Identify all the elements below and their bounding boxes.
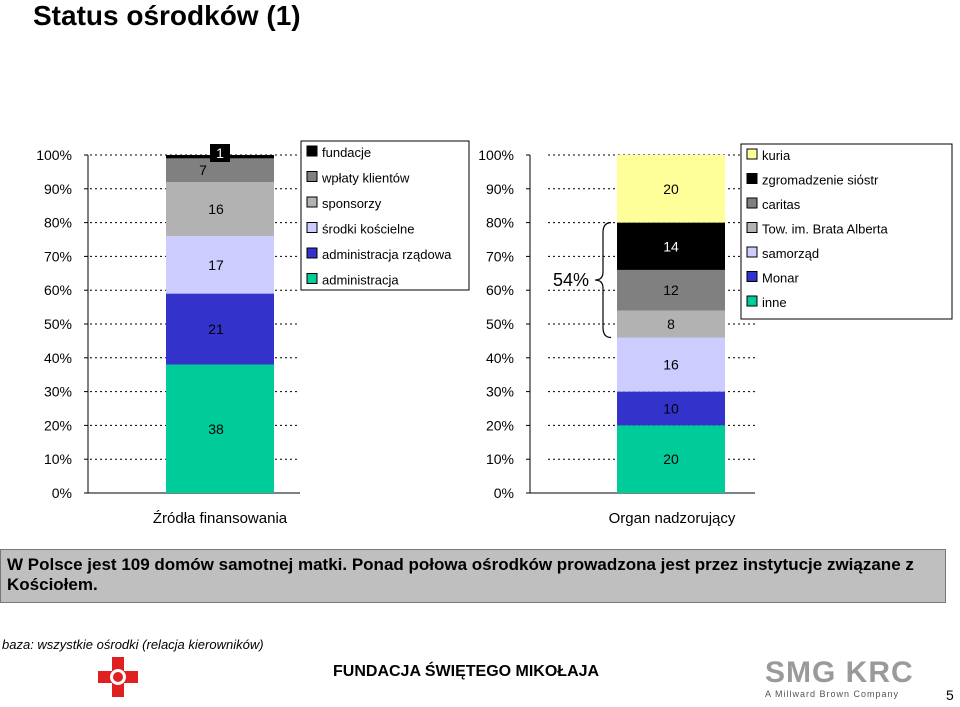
- y-tick-label: 50%: [44, 316, 72, 332]
- data-label: 20: [663, 451, 679, 467]
- y-tick-label: 20%: [486, 417, 514, 433]
- x-axis-label: Źródła finansowania: [153, 510, 288, 527]
- summary-banner: W Polsce jest 109 domów samotnej matki. …: [0, 549, 946, 603]
- legend-entry: samorząd: [762, 246, 819, 261]
- bar-segment: [166, 158, 274, 183]
- bar-segment: [617, 269, 725, 311]
- data-label: 16: [208, 201, 224, 217]
- data-label: 10: [663, 401, 679, 417]
- legend-entry: administracja: [322, 273, 399, 288]
- data-label: 21: [208, 321, 224, 337]
- y-tick-label: 70%: [486, 248, 514, 264]
- chart-2: 0% 10% 20% 30% 40% 50% 60% 70% 80% 90% 100% 20 10 16 8…: [478, 143, 953, 527]
- data-label: 20: [663, 181, 679, 197]
- y-tick-label: 10%: [486, 451, 514, 467]
- legend-swatch: [306, 273, 318, 284]
- y-tick-label: 100%: [478, 147, 514, 163]
- data-label-box: [661, 237, 681, 256]
- legend-swatch: [746, 148, 758, 160]
- legend-swatch: [306, 196, 318, 208]
- data-label: 1: [216, 145, 224, 161]
- bar-segment: [166, 364, 274, 493]
- footer-organization: FUNDACJA ŚWIĘTEGO MIKOŁAJA: [333, 663, 600, 680]
- legend-swatch: [306, 145, 318, 157]
- chart-1: 0% 10% 20% 30% 40% 50% 60% 70% 80% 90% 100% 38 21 17 1…: [36, 140, 470, 527]
- legend-entry: kuria: [762, 148, 791, 163]
- data-label: 38: [208, 421, 224, 437]
- legend-swatch: [746, 222, 758, 233]
- bar-segment: [617, 391, 725, 426]
- legend-entry: fundacje: [322, 145, 371, 160]
- bar-segment: [617, 310, 725, 338]
- legend-swatch: [746, 197, 758, 209]
- data-label: 16: [663, 357, 679, 373]
- y-tick-label: 30%: [486, 384, 514, 400]
- legend-entry: wpłaty klientów: [321, 171, 410, 186]
- data-label: 17: [208, 257, 224, 273]
- legend-entry: caritas: [762, 197, 801, 212]
- y-tick-label: 60%: [486, 282, 514, 298]
- bar-segment: [617, 337, 725, 392]
- legend: [300, 140, 470, 291]
- bar-segment: [617, 155, 725, 223]
- legend-swatch: [746, 295, 758, 307]
- y-tick-label: 90%: [486, 181, 514, 197]
- y-tick-label: 40%: [486, 350, 514, 366]
- y-tick-label: 70%: [44, 248, 72, 264]
- base-note: baza: wszystkie ośrodki (relacja kierown…: [2, 637, 264, 652]
- y-tick-label: 0%: [52, 485, 72, 501]
- annotation-label: 54%: [553, 270, 589, 290]
- foundation-cross-icon: [98, 657, 138, 697]
- legend-entry: inne: [762, 295, 787, 310]
- annotation-brace: [594, 222, 612, 339]
- data-label: 12: [663, 282, 679, 298]
- legend-entry: sponsorzy: [322, 196, 382, 211]
- legend-swatch: [746, 173, 758, 184]
- y-tick-label: 80%: [486, 215, 514, 231]
- legend-swatch: [306, 222, 318, 233]
- y-tick-label: 90%: [44, 181, 72, 197]
- smg-krc-logo: SMG KRC A Millward Brown Company: [765, 656, 914, 700]
- data-label-box: [210, 144, 230, 162]
- legend-swatch: [746, 246, 758, 258]
- legend-entry: administracja rządowa: [322, 247, 452, 262]
- legend-swatch: [306, 247, 318, 259]
- x-axis-label: Organ nadzorujący: [609, 510, 736, 527]
- y-tick-label: 30%: [44, 384, 72, 400]
- data-label: 7: [199, 162, 207, 178]
- legend: [740, 143, 953, 320]
- bar-segment: [166, 236, 274, 294]
- legend-swatch: [746, 271, 758, 282]
- y-tick-label: 40%: [44, 350, 72, 366]
- y-tick-label: 10%: [44, 451, 72, 467]
- legend-entry: środki kościelne: [322, 222, 415, 237]
- data-label: 8: [667, 316, 675, 332]
- bar-segment: [166, 182, 274, 237]
- y-tick-label: 100%: [36, 147, 72, 163]
- bar-segment: [166, 293, 274, 365]
- data-label: 14: [663, 238, 679, 254]
- page-number: 5: [946, 687, 954, 703]
- page-title: Status ośrodków (1): [33, 0, 301, 31]
- y-tick-label: 80%: [44, 215, 72, 231]
- y-tick-label: 50%: [486, 316, 514, 332]
- legend-entry: Tow. im. Brata Alberta: [762, 222, 888, 237]
- legend-entry: zgromadzenie siόstr: [762, 173, 879, 188]
- legend-swatch: [306, 171, 318, 182]
- y-tick-label: 60%: [44, 282, 72, 298]
- bar-segment: [617, 425, 725, 493]
- legend-entry: Monar: [762, 271, 800, 286]
- y-tick-label: 0%: [494, 485, 514, 501]
- y-tick-label: 20%: [44, 417, 72, 433]
